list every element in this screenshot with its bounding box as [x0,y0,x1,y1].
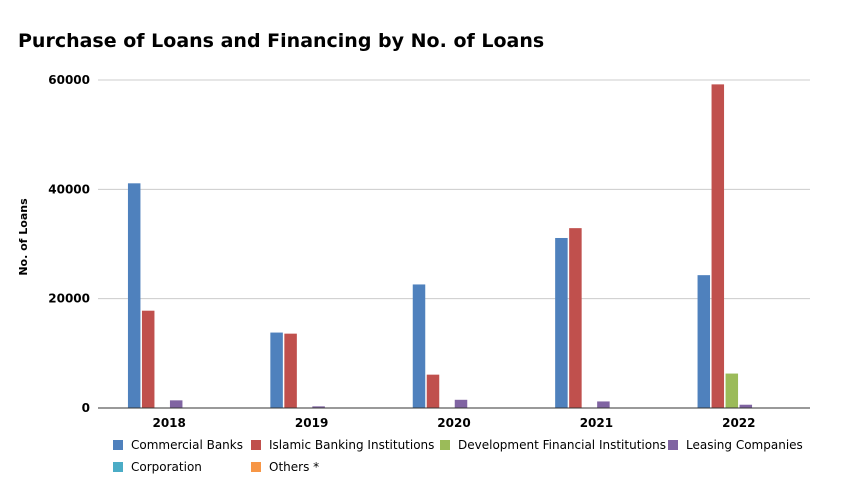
legend-swatch [113,440,123,450]
x-tick-label: 2018 [152,416,185,430]
bar [312,406,325,408]
chart-title: Purchase of Loans and Financing by No. o… [18,30,545,52]
bar [555,237,568,408]
bar [454,399,468,408]
bar [711,84,725,408]
bar [597,401,610,408]
y-tick-label: 40000 [48,182,90,196]
legend-item: Leasing Companies [668,438,803,452]
legend-swatch [440,440,450,450]
x-tick-label: 2020 [437,416,470,430]
legend-label: Development Financial Institutions [458,438,666,452]
x-tick-label: 2022 [722,416,755,430]
bar [725,373,739,408]
x-tick-label: 2021 [580,416,613,430]
legend-swatch [113,462,123,472]
bar [569,228,582,408]
y-tick-label: 0 [82,401,90,415]
legend-label: Others * [269,460,319,474]
bar [739,404,753,408]
legend-item: Development Financial Institutions [440,438,666,452]
y-tick-label: 60000 [48,73,90,87]
bar [141,310,155,408]
legend-item: Others * [251,460,319,474]
legend-swatch [668,440,678,450]
legend-item: Corporation [113,460,202,474]
bars [127,84,753,408]
x-tick-label: 2019 [295,416,328,430]
bar [697,275,711,408]
legend-label: Corporation [131,460,202,474]
bar [127,183,141,408]
legend-swatch [251,440,261,450]
bar [169,400,183,408]
legend-item: Islamic Banking Institutions [251,438,434,452]
bar [284,333,297,408]
legend-item: Commercial Banks [113,438,243,452]
legend-label: Leasing Companies [686,438,803,452]
bar [270,332,283,408]
y-tick-label: 20000 [48,292,90,306]
x-axis-ticks: 2018 2019 2020 2021 2022 [152,416,755,430]
legend-label: Commercial Banks [131,438,243,452]
legend-swatch [251,462,261,472]
legend: Commercial Banks Islamic Banking Institut… [113,438,803,474]
gridlines [98,79,810,300]
bar [426,374,440,408]
bar [412,284,426,408]
legend-label: Islamic Banking Institutions [269,438,434,452]
y-axis-label: No. of Loans [17,198,30,276]
y-axis-ticks: 0 20000 40000 60000 [48,73,90,415]
